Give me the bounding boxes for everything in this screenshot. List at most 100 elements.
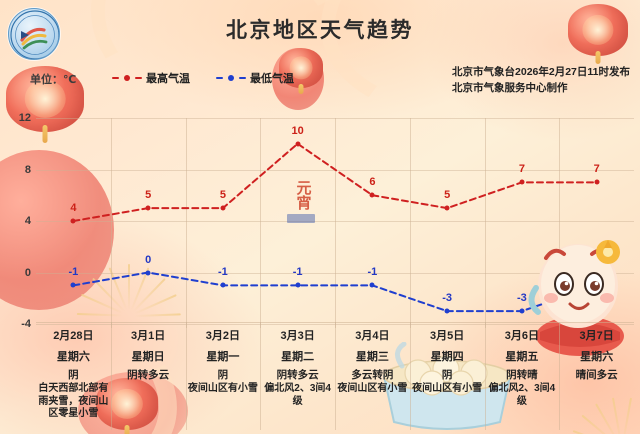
chart-legend: 最高气温 最低气温 bbox=[112, 70, 294, 86]
data-point-high-4 bbox=[369, 192, 375, 198]
data-point-high-0 bbox=[70, 218, 76, 224]
forecast-date: 3月3日 bbox=[280, 330, 315, 342]
forecast-column-4: 3月4日星期三多云转阴夜间山区有小雪 bbox=[335, 322, 410, 430]
forecast-date: 3月6日 bbox=[504, 330, 539, 342]
forecast-date: 3月1日 bbox=[131, 330, 166, 342]
data-point-low-4 bbox=[369, 282, 375, 288]
forecast-date: 2月28日 bbox=[53, 330, 94, 342]
forecast-condition: 阴转多云 bbox=[127, 369, 170, 381]
forecast-weekday: 星期日 bbox=[131, 351, 165, 363]
legend-high-label: 最高气温 bbox=[146, 73, 190, 85]
table-separator-7 bbox=[559, 322, 561, 430]
page-title: 北京地区天气趋势 bbox=[226, 19, 414, 42]
forecast-weekday: 星期三 bbox=[355, 351, 389, 363]
y-axis-tick-4: 4 bbox=[24, 215, 31, 227]
forecast-weekday: 星期四 bbox=[430, 351, 464, 363]
data-label-high-1: 5 bbox=[145, 189, 152, 202]
gridline-x-3 bbox=[260, 118, 262, 328]
forecast-column-2: 3月2日 星期一阴夜间山区有小雪 bbox=[186, 322, 261, 430]
data-point-low-7 bbox=[594, 282, 600, 288]
table-separator-4 bbox=[335, 322, 336, 430]
gridline-x-4 bbox=[335, 118, 336, 328]
forecast-column-0: 2月28日星期六阴白天西部北部有雨夹雪，夜间山区零星小雪 bbox=[36, 322, 111, 430]
forecast-note: 夜间山区有小雪 bbox=[187, 383, 258, 395]
gridline-x-5 bbox=[409, 118, 411, 328]
forecast-condition: 阴转多云 bbox=[276, 369, 319, 381]
legend-item-high: 最高气温 bbox=[112, 70, 190, 86]
forecast-date: 3月2日 bbox=[205, 330, 240, 342]
forecast-table: 2月28日 星期六阴白天西部北部有雨夹雪，夜间山区零星小雪 3月1日 星期日 阴转多云 3… bbox=[36, 322, 634, 430]
forecast-weekday: 星期二 bbox=[281, 351, 315, 363]
legend-item-low: 最低气温 bbox=[216, 70, 294, 86]
forecast-column-5: 3月5日 星期四阴夜间山区有小雪 bbox=[410, 322, 485, 430]
forecast-condition: 多云转阴 bbox=[351, 369, 394, 381]
data-label-high-7: 7 bbox=[593, 163, 600, 176]
data-point-high-2 bbox=[220, 205, 226, 211]
gridline-x-6 bbox=[484, 118, 486, 328]
data-label-low-2: -1 bbox=[217, 266, 228, 279]
data-label-low-3: -1 bbox=[292, 266, 303, 279]
forecast-condition: 阴转晴 bbox=[506, 369, 538, 381]
forecast-date: 3月7日 bbox=[579, 330, 614, 342]
data-label-low-7: -1 bbox=[591, 266, 602, 279]
series-line-high bbox=[72, 142, 598, 222]
data-label-high-2: 5 bbox=[219, 189, 226, 202]
legend-low-label: 最低气温 bbox=[250, 73, 294, 85]
data-point-low-5 bbox=[444, 308, 450, 314]
legend-high-line-icon bbox=[112, 73, 142, 83]
forecast-column-7: 3月7日 星期六 晴间多云 bbox=[559, 322, 634, 430]
table-separator-2 bbox=[185, 322, 187, 430]
legend-low-line-icon bbox=[216, 73, 246, 83]
data-label-high-5: 5 bbox=[444, 189, 451, 202]
data-point-low-0 bbox=[70, 282, 76, 288]
publisher-line-1: 北京市气象台2026年2月27日11时发布 bbox=[452, 66, 630, 78]
forecast-note: 偏北风2、3间4级 bbox=[264, 383, 331, 407]
forecast-note: 白天西部北部有雨夹雪，夜间山区零星小雪 bbox=[38, 383, 109, 420]
forecast-weekday: 星期五 bbox=[505, 351, 539, 363]
forecast-condition: 晴间多云 bbox=[575, 369, 618, 381]
forecast-date: 3月5日 bbox=[430, 330, 465, 342]
data-label-high-6: 7 bbox=[518, 163, 525, 176]
data-label-low-1: 0 bbox=[145, 253, 152, 266]
beijing-meteorological-service-logo bbox=[8, 8, 60, 60]
gridline-x-2 bbox=[185, 118, 187, 328]
gridline-x-7 bbox=[559, 118, 561, 328]
y-axis-tick-0: 0 bbox=[24, 266, 31, 279]
data-point-low-2 bbox=[220, 282, 226, 288]
forecast-column-6: 3月6日星期五阴转晴偏北风2、3间4级 bbox=[485, 322, 560, 430]
forecast-weekday: 星期六 bbox=[56, 351, 90, 363]
data-point-low-1 bbox=[145, 270, 151, 275]
publisher-line-2: 北京市气象服务中心制作 bbox=[452, 82, 568, 95]
data-label-high-0: 4 bbox=[70, 202, 77, 214]
unit-label: 单位：℃ bbox=[30, 74, 77, 86]
forecast-date: 3月4日 bbox=[355, 330, 390, 342]
forecast-note: 偏北风2、3间4级 bbox=[488, 383, 556, 407]
forecast-condition: 阴 bbox=[68, 369, 79, 381]
table-separator-5 bbox=[409, 322, 411, 430]
data-label-low-5: -3 bbox=[442, 292, 453, 305]
data-label-high-4: 6 bbox=[369, 176, 376, 189]
data-label-high-3: 10 bbox=[291, 124, 304, 137]
forecast-column-1: 3月1日星期日阴转多云 bbox=[111, 322, 186, 430]
data-point-low-3 bbox=[295, 282, 301, 288]
forecast-condition: 阴 bbox=[441, 369, 453, 381]
forecast-note: 夜间山区有小雪 bbox=[337, 383, 408, 395]
y-axis-tick-8: 8 bbox=[24, 163, 31, 176]
table-separator-3 bbox=[260, 322, 262, 430]
data-point-high-1 bbox=[145, 205, 151, 211]
forecast-condition: 阴 bbox=[217, 369, 229, 381]
table-separator-1 bbox=[110, 322, 112, 430]
data-point-high-3 bbox=[295, 141, 301, 147]
publisher-info: 北京市气象台2026年2月27日11时发布 北京市气象服务中心制作 bbox=[452, 64, 630, 97]
y-axis-tick--4: -4 bbox=[21, 318, 31, 330]
data-point-high-7 bbox=[594, 179, 600, 185]
data-label-low-4: -1 bbox=[367, 266, 378, 279]
series-line-low bbox=[72, 271, 598, 313]
forecast-column-3: 3月3日星期二阴转多云偏北风2、3间4级 bbox=[260, 322, 335, 430]
data-point-low-6 bbox=[519, 308, 525, 314]
data-label-low-0: -1 bbox=[68, 266, 79, 279]
y-axis-tick-12: 12 bbox=[18, 112, 31, 124]
temperature-chart: 12 8 4 0 -4 4 5 5 10 6 5 7 7 -1 0 -1 -1 -1 -3 -3 -1 bbox=[19, 112, 634, 330]
gridline-x-1 bbox=[110, 118, 112, 328]
